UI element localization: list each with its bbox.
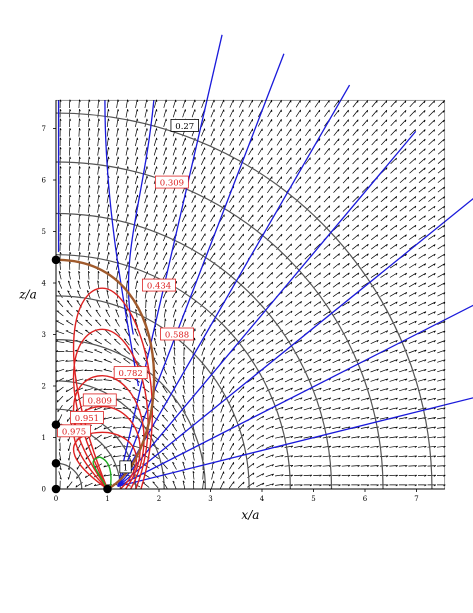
x-axis-label: x/a: [241, 508, 259, 522]
plot-frame: [55, 99, 446, 490]
x-tick-label: 4: [260, 495, 265, 503]
contour-labels: 0.27 0.309 0.434 0.588 0.782 0.809 0.951 0.975 1: [57, 119, 199, 474]
contour-label-box: [57, 424, 91, 438]
singular-point: [51, 420, 61, 429]
x-tick-label: 3: [208, 495, 212, 503]
y-tick-label: 2: [42, 383, 46, 391]
contour-label: 0.782: [119, 369, 143, 379]
contour-5: [72, 431, 138, 490]
equipotential-arc-9: [55, 161, 384, 490]
equipotential-arc-8: [55, 212, 333, 490]
y-axis-label: z/a: [18, 288, 37, 302]
contour-label: 0.588: [165, 331, 189, 341]
equipotential-arc-6: [55, 295, 250, 490]
contour-curves: [58, 258, 156, 491]
field-line-upper: [127, 100, 155, 335]
field-line-near-axis: [104, 100, 140, 387]
x-tick-label: 0: [54, 495, 58, 503]
y-tick-label: 0: [42, 486, 46, 494]
y-tick-label: 3: [42, 331, 46, 339]
contour-label: 0.309: [160, 179, 184, 189]
contour-label-box: [154, 175, 189, 189]
x-tick-label: 1: [105, 495, 109, 503]
x-tick-label: 6: [363, 495, 368, 503]
contour-label: 0.27: [175, 122, 194, 132]
field-line-2: [117, 304, 473, 488]
field-line-1: [117, 397, 473, 488]
field-line-5: [117, 84, 351, 487]
singular-point: [51, 458, 61, 468]
contour-label: 0.809: [88, 396, 112, 406]
equipotential-arc-10: [55, 112, 433, 490]
contour-label-box: [70, 411, 104, 424]
y-tick-label: 4: [42, 280, 47, 288]
singular-point: [103, 484, 112, 494]
equipotential-arc-4: [55, 380, 165, 490]
singular-point: [51, 484, 61, 494]
y-tick-label: 6: [42, 177, 47, 185]
contour-label: 0.975: [62, 427, 86, 437]
contour-label: 0.951: [75, 414, 99, 424]
tick-labels: 0 1 2 3 4 5 6 7 0 1 2 3 4 5 6 7: [42, 125, 419, 503]
contour-2: [72, 328, 149, 490]
equipotential-arcs: [55, 112, 433, 490]
field-line-7: [117, 34, 223, 487]
contour-label-box: [170, 119, 199, 132]
x-tick-label: 5: [311, 495, 315, 503]
y-tick-label: 5: [42, 228, 46, 236]
singular-point: [51, 255, 61, 265]
x-tick-label: 2: [157, 495, 161, 503]
y-tick-label: 7: [42, 125, 46, 133]
contour-label-box: [160, 327, 194, 341]
equipotential-arc-7: [55, 254, 291, 490]
contour-label: 0.434: [147, 282, 171, 292]
field-lines: [57, 34, 473, 488]
contour-inner-green: [92, 456, 112, 490]
singular-points: [51, 255, 112, 494]
contour-label-box: [119, 460, 132, 474]
equipotential-arc-5: [55, 339, 206, 490]
x-tick-label: 7: [414, 495, 418, 503]
contour-label-box: [142, 278, 176, 292]
contour-1: [72, 287, 154, 490]
y-tick-label: 1: [42, 434, 46, 442]
contour-label: 1: [123, 463, 128, 473]
contour-label-box: [113, 366, 148, 380]
contour-label-box: [82, 393, 117, 407]
